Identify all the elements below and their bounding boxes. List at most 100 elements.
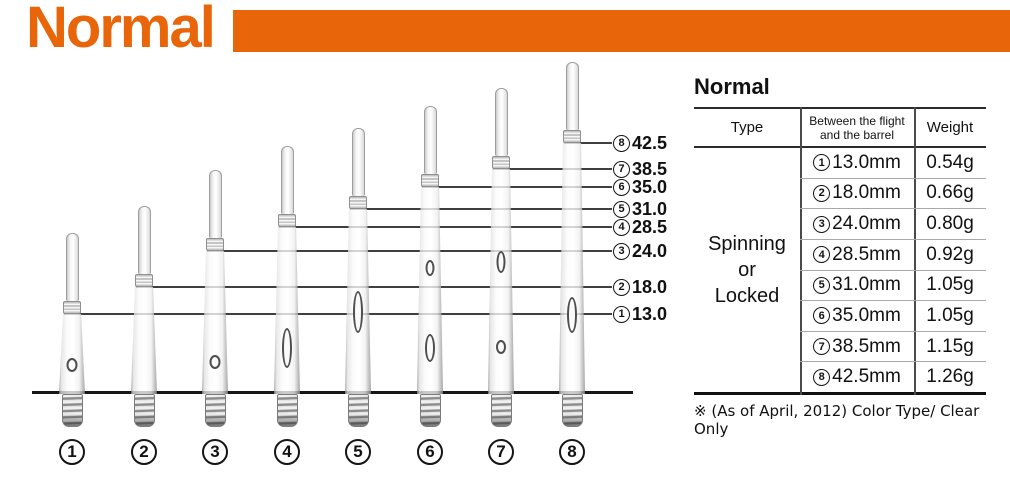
length-value: 13.0 bbox=[632, 303, 668, 324]
size-cell: 7 38.5mm bbox=[800, 336, 914, 358]
dart-shaft-4 bbox=[274, 146, 300, 427]
circled-number: 1 bbox=[813, 154, 831, 172]
dart-shaft-8 bbox=[559, 62, 585, 427]
baseline bbox=[32, 391, 633, 394]
circled-number: 7 bbox=[613, 160, 630, 178]
table-row: 8 42.5mm 1.26g bbox=[800, 362, 986, 392]
table-row: 2 18.0mm 0.66g bbox=[800, 179, 986, 210]
size-value: 24.0mm bbox=[832, 213, 901, 235]
size-value: 35.0mm bbox=[832, 304, 901, 326]
shaft-ring bbox=[349, 196, 367, 209]
shaft-body bbox=[488, 169, 514, 394]
circled-number: 5 bbox=[613, 200, 630, 218]
shaft-body bbox=[417, 187, 443, 394]
circled-number: 7 bbox=[813, 338, 831, 356]
type-value-cell: Spinning or Locked bbox=[694, 148, 800, 392]
weight-cell: 1.05g bbox=[926, 304, 974, 326]
length-label-28.5: 4 28.5 bbox=[613, 216, 667, 238]
shaft-ring bbox=[206, 238, 224, 251]
length-value: 42.5 bbox=[632, 132, 668, 153]
table-row: 4 28.5mm 0.92g bbox=[800, 240, 986, 271]
length-label-42.5: 8 42.5 bbox=[613, 132, 667, 154]
shaft-number-4: 4 bbox=[274, 439, 300, 465]
column-header-weight: Weight bbox=[926, 119, 974, 136]
shaft-slot bbox=[353, 291, 363, 333]
shaft-number-2: 2 bbox=[131, 439, 157, 465]
size-value: 42.5mm bbox=[832, 366, 901, 388]
shaft-tip bbox=[137, 206, 151, 274]
column-header-type: Type bbox=[730, 119, 764, 136]
shaft-slot bbox=[567, 297, 577, 333]
dart-shaft-7 bbox=[488, 88, 514, 427]
table-border bbox=[694, 392, 986, 395]
circled-number: 5 bbox=[813, 276, 831, 294]
shaft-hole bbox=[425, 260, 435, 276]
circled-number: 8 bbox=[813, 368, 831, 386]
measure-line-3 bbox=[207, 250, 612, 252]
shaft-slot bbox=[496, 251, 506, 273]
shaft-thread bbox=[347, 394, 369, 427]
shaft-tip bbox=[565, 62, 579, 130]
weight-cell: 0.66g bbox=[926, 182, 974, 204]
table-border bbox=[694, 107, 986, 109]
shaft-tip bbox=[65, 233, 79, 301]
size-cell: 2 18.0mm bbox=[800, 182, 914, 204]
weight-cell: 1.05g bbox=[926, 274, 974, 296]
shaft-tip bbox=[280, 146, 294, 214]
table-row: 7 38.5mm 1.15g bbox=[800, 332, 986, 363]
length-label-35.0: 6 35.0 bbox=[613, 176, 667, 198]
measure-line-7 bbox=[493, 168, 612, 170]
shaft-thread bbox=[133, 394, 155, 427]
weight-cell: 0.92g bbox=[926, 243, 974, 265]
shaft-hole bbox=[496, 340, 506, 354]
shaft-thread bbox=[490, 394, 512, 427]
shaft-number-1: 1 bbox=[59, 439, 85, 465]
size-value: 31.0mm bbox=[832, 274, 901, 296]
measure-line-6 bbox=[422, 186, 612, 188]
size-value: 18.0mm bbox=[832, 182, 901, 204]
dart-shaft-5 bbox=[345, 128, 371, 427]
table-border bbox=[694, 146, 986, 148]
size-value: 28.5mm bbox=[832, 243, 901, 265]
measure-line-4 bbox=[279, 226, 612, 228]
length-label-13.0: 1 13.0 bbox=[613, 303, 667, 325]
dart-shaft-6 bbox=[417, 106, 443, 427]
size-value: 13.0mm bbox=[832, 151, 901, 173]
shaft-ring bbox=[563, 130, 581, 143]
shaft-body bbox=[131, 287, 157, 394]
circled-number: 4 bbox=[613, 218, 630, 236]
size-cell: 1 13.0mm bbox=[800, 152, 914, 174]
shaft-body bbox=[59, 314, 85, 394]
table-row: 1 13.0mm 0.54g bbox=[800, 148, 986, 179]
shaft-number-7: 7 bbox=[488, 439, 514, 465]
weight-cell: 0.54g bbox=[926, 151, 974, 173]
circled-number: 6 bbox=[613, 178, 630, 196]
shaft-tip bbox=[494, 88, 508, 156]
length-value: 38.5 bbox=[632, 158, 668, 179]
circled-number: 1 bbox=[613, 305, 630, 323]
measure-line-1 bbox=[64, 313, 612, 315]
circled-number: 4 bbox=[813, 246, 831, 264]
footnote: ※ (As of April, 2012) Color Type/ Clear … bbox=[694, 402, 980, 438]
accent-banner-bar bbox=[233, 10, 1010, 52]
size-cell: 3 24.0mm bbox=[800, 213, 914, 235]
type-value-line: Spinning bbox=[708, 233, 786, 255]
shaft-hole bbox=[66, 358, 78, 372]
spec-table: Type Between the flight and the barrel W… bbox=[694, 107, 986, 395]
shaft-number-8: 8 bbox=[559, 439, 585, 465]
table-rows: 1 13.0mm 0.54g 2 18.0mm 0.66g 3 24.0mm 0… bbox=[800, 148, 986, 392]
size-cell: 8 42.5mm bbox=[800, 366, 914, 388]
length-value: 31.0 bbox=[632, 198, 668, 219]
circled-number: 6 bbox=[813, 307, 831, 325]
table-title: Normal bbox=[694, 74, 770, 99]
length-value: 18.0 bbox=[632, 276, 668, 297]
table-row: 5 31.0mm 1.05g bbox=[800, 271, 986, 302]
type-value-line: Locked bbox=[714, 285, 780, 307]
circled-number: 8 bbox=[613, 134, 630, 152]
shaft-thread bbox=[419, 394, 441, 427]
dart-shaft-3 bbox=[202, 170, 228, 427]
table-row: 6 35.0mm 1.05g bbox=[800, 301, 986, 332]
shaft-body bbox=[274, 227, 300, 394]
measure-line-8 bbox=[564, 142, 612, 144]
